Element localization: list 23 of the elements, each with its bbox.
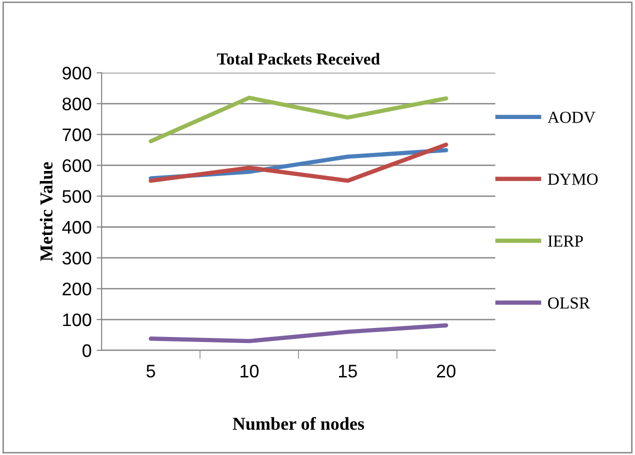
y-tick-label: 400 [62, 220, 92, 234]
y-tick-label: 800 [62, 98, 92, 110]
x-tick-label: 15 [339, 364, 357, 378]
legend-label: IERP [548, 236, 583, 247]
y-tick-label: 200 [62, 282, 92, 296]
y-tick-label: 500 [62, 190, 92, 203]
x-tick-label: 20 [436, 364, 456, 378]
x-tick-label: 10 [240, 364, 259, 378]
legend-label: AODV [548, 112, 596, 124]
y-tick-label: 900 [62, 66, 92, 80]
line-series [148, 96, 448, 144]
y-tick-label: 100 [63, 313, 92, 326]
legend-label: DYMO [548, 174, 598, 185]
chart-title: Total Packets Received [217, 52, 380, 65]
x-tick-label: 5 [146, 364, 156, 378]
y-tick-label: 300 [62, 252, 92, 265]
y-tick-label: 600 [62, 159, 92, 172]
line-series [148, 323, 448, 344]
y-axis-title: Metric Value [40, 162, 53, 262]
x-axis-title: Number of nodes [232, 417, 364, 430]
y-tick-label: 700 [62, 128, 92, 142]
legend-label: OLSR [548, 297, 590, 309]
y-tick-label: 0 [82, 344, 92, 358]
